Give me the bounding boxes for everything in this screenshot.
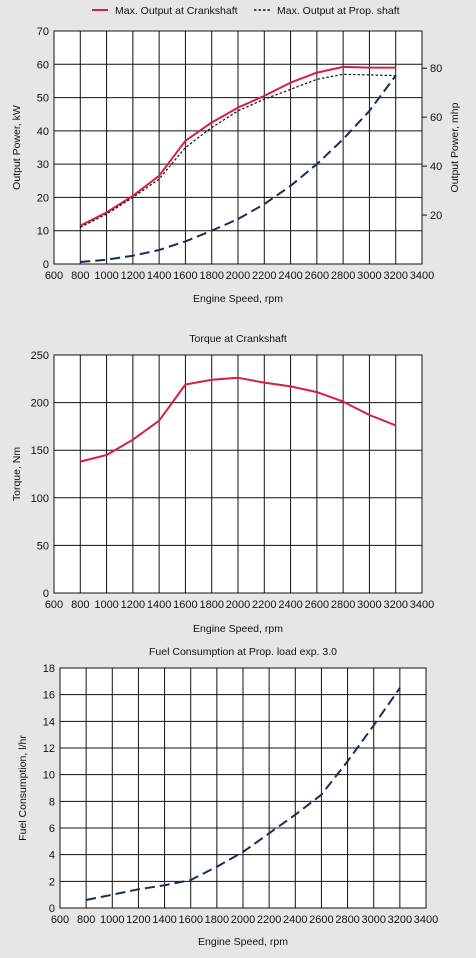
fuel-y-tick-label: 14 (43, 716, 55, 728)
fuel-y-tick-label: 6 (49, 823, 55, 835)
fuel-x-tick-label: 2200 (257, 914, 281, 926)
torque-chart: 600 800 1000 1200 1400 1600 1800 2000 2200 2400 26… (11, 333, 434, 635)
fuel-x-tick-label: 2800 (335, 914, 359, 926)
power-right-tick-label: 80 (430, 63, 442, 75)
fuel-x-tick-label: 2000 (231, 914, 255, 926)
power-series-line-0 (79, 65, 396, 227)
fuel-x-tick-label: 600 (51, 914, 69, 926)
torque-x-axis-label: Engine Speed, rpm (193, 623, 283, 635)
fuel-x-tick-label: 2600 (309, 914, 333, 926)
torque-series-line-0 (80, 376, 397, 463)
power-x-tick-label: 2800 (331, 270, 355, 282)
fuel-x-tick-label: 3000 (361, 914, 385, 926)
torque-y-tick-label: 150 (31, 445, 49, 457)
power-x-tick-label: 1600 (173, 270, 197, 282)
power-right-tick-label: 40 (430, 161, 442, 173)
fuel-x-tick-label: 3400 (414, 914, 438, 926)
power-x-tick-label: 1400 (147, 270, 171, 282)
fuel-x-tick-label: 800 (77, 914, 95, 926)
fuel-series-line-0 (85, 687, 401, 901)
torque-x-tick-label: 3000 (357, 599, 381, 611)
torque-x-tick-label: 3200 (383, 599, 407, 611)
fuel-y-tick-label: 12 (43, 743, 55, 755)
power-x-tick-label: 3000 (357, 270, 381, 282)
torque-x-tick-label: 2600 (305, 599, 329, 611)
fuel-y-tick-label: 16 (43, 690, 55, 702)
power-x-tick-label: 1200 (121, 270, 145, 282)
power-x-tick-label: 3200 (383, 270, 407, 282)
fuel-y-tick-label: 4 (49, 850, 55, 862)
power-right-tick-label: 60 (430, 112, 442, 124)
power-x-tick-label: 1800 (199, 270, 223, 282)
power-right-tick-label: 20 (430, 210, 442, 222)
power-y-tick-label: 10 (37, 226, 49, 238)
power-x-tick-label: 2600 (305, 270, 329, 282)
power-x-tick-label: 600 (45, 270, 63, 282)
fuel-y-tick-label: 8 (49, 796, 55, 808)
fuel-y-tick-label: 2 (49, 876, 55, 888)
power-y-axis-label: Output Power, kW (11, 105, 23, 190)
torque-x-tick-label: 1800 (199, 599, 223, 611)
torque-y-axis-label: Torque, Nm (11, 447, 23, 502)
torque-x-tick-label: 600 (45, 599, 63, 611)
power-y-tick-label: 50 (37, 93, 49, 105)
torque-x-tick-label: 2200 (252, 599, 276, 611)
torque-y-tick-label: 100 (31, 493, 49, 505)
fuel-chart: 600 800 1000 1200 1400 1600 1800 2000 2200 2400 26… (17, 646, 438, 948)
power-legend: Max. Output at Crankshaft Max. Output at … (92, 5, 400, 17)
power-x-tick-label: 2200 (252, 270, 276, 282)
torque-x-tick-label: 1000 (94, 599, 118, 611)
power-series-line-1 (80, 73, 396, 228)
torque-x-tick-label: 2800 (331, 599, 355, 611)
power-x-tick-label: 800 (71, 270, 89, 282)
fuel-y-tick-label: 18 (43, 663, 55, 675)
power-y-tick-label: 60 (37, 59, 49, 71)
torque-y-tick-label: 250 (31, 350, 49, 362)
power-y-tick-label: 40 (37, 126, 49, 138)
power-legend-label: Max. Output at Crankshaft (115, 5, 238, 17)
power-legend-label: Max. Output at Prop. shaft (277, 5, 400, 17)
power-y-tick-label: 20 (37, 192, 49, 204)
fuel-y-tick-label: 10 (43, 770, 55, 782)
fuel-x-tick-label: 1400 (152, 914, 176, 926)
torque-y-tick-label: 0 (43, 588, 49, 600)
torque-y-tick-label: 200 (31, 398, 49, 410)
torque-x-tick-label: 1600 (173, 599, 197, 611)
power-y-tick-label: 70 (37, 26, 49, 38)
torque-x-tick-label: 1400 (147, 599, 171, 611)
fuel-x-tick-label: 2400 (283, 914, 307, 926)
torque-x-tick-label: 3400 (410, 599, 434, 611)
fuel-y-tick-label: 0 (49, 903, 55, 915)
power-y-tick-label: 0 (43, 259, 49, 271)
power-series-line-2 (80, 75, 397, 263)
torque-x-tick-label: 2400 (278, 599, 302, 611)
power-y-tick-label: 30 (37, 159, 49, 171)
fuel-x-axis-label: Engine Speed, rpm (198, 936, 288, 948)
fuel-y-axis-label: Fuel Consumption, l/hr (17, 735, 29, 841)
torque-x-tick-label: 1200 (121, 599, 145, 611)
torque-x-tick-label: 800 (71, 599, 89, 611)
power-x-tick-label: 1000 (94, 270, 118, 282)
fuel-x-tick-label: 3200 (388, 914, 412, 926)
fuel-chart-title: Fuel Consumption at Prop. load exp. 3.0 (149, 646, 337, 658)
power-chart: 600 800 1000 1200 1400 1600 1800 2000 2200 2400 26… (11, 5, 461, 305)
fuel-x-tick-label: 1800 (205, 914, 229, 926)
torque-chart-title: Torque at Crankshaft (189, 333, 287, 345)
fuel-x-tick-label: 1000 (100, 914, 124, 926)
fuel-x-tick-label: 1200 (126, 914, 150, 926)
power-x-tick-label: 3400 (410, 270, 434, 282)
power-x-axis-label: Engine Speed, rpm (193, 293, 283, 305)
fuel-x-tick-label: 1600 (178, 914, 202, 926)
torque-y-tick-label: 50 (37, 540, 49, 552)
torque-x-tick-label: 2000 (226, 599, 250, 611)
power-right-axis-label: Output Power, mhp (449, 102, 461, 192)
power-x-tick-label: 2000 (226, 270, 250, 282)
power-x-tick-label: 2400 (278, 270, 302, 282)
